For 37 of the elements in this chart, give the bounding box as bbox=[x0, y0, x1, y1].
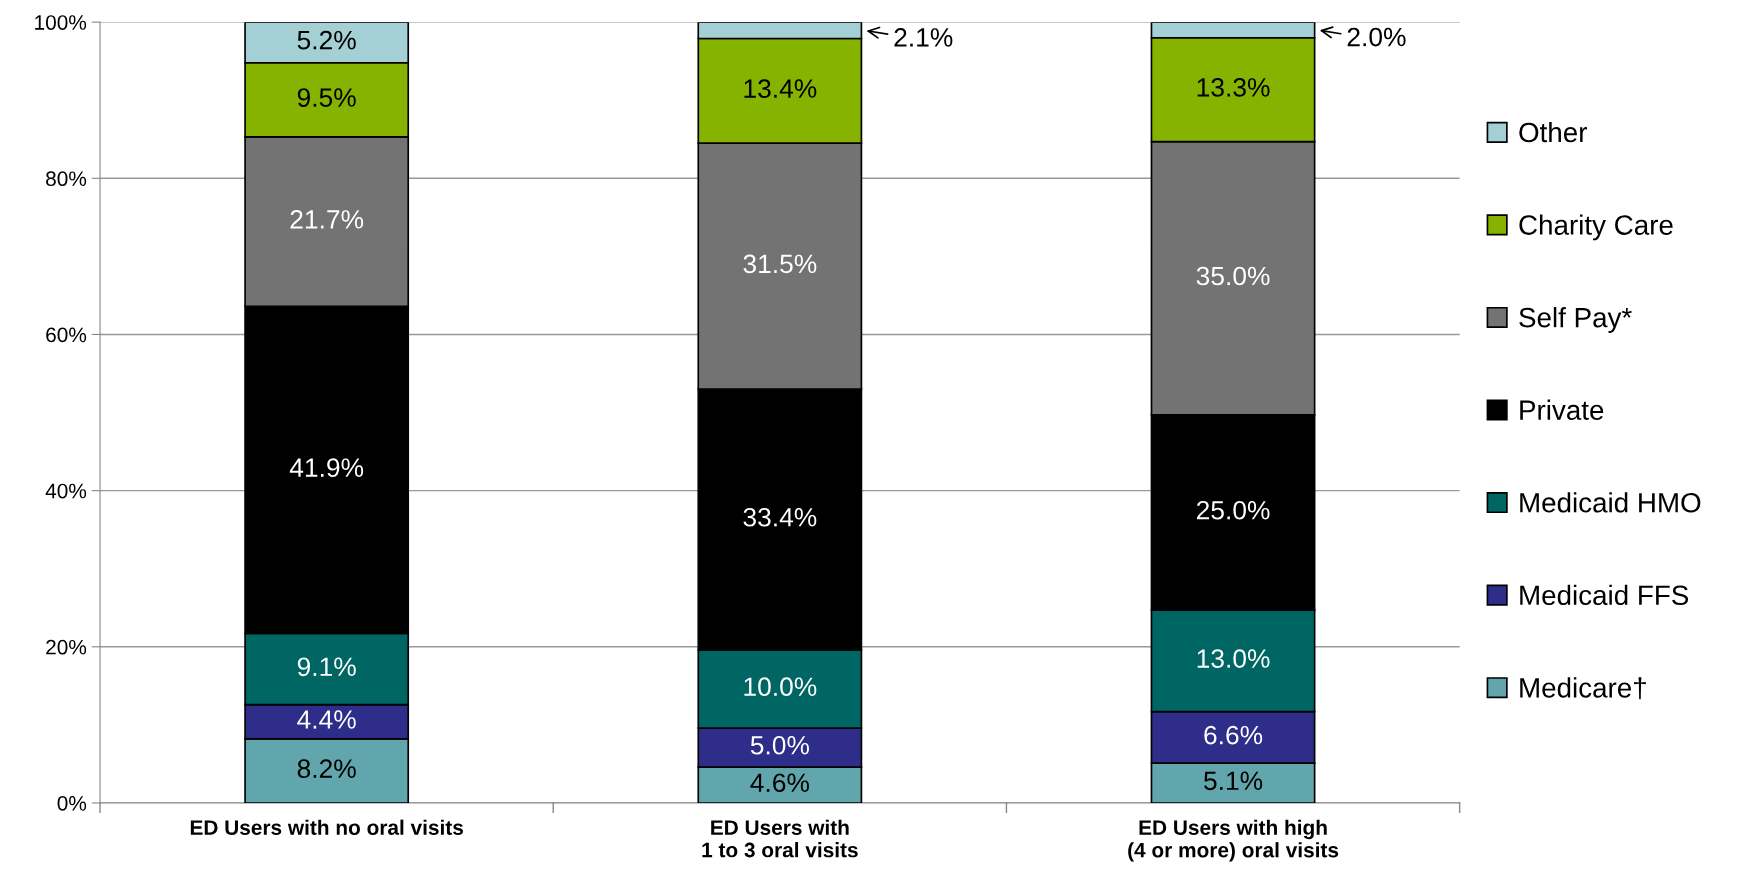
y-tick-label: 100% bbox=[35, 15, 87, 30]
data-label: 9.5% bbox=[297, 88, 356, 107]
legend-label: Charity Care bbox=[1519, 214, 1673, 241]
legend-label: Other bbox=[1519, 121, 1587, 143]
data-label: 4.4% bbox=[297, 710, 356, 729]
x-tick-label: ED Users with no oral visits bbox=[190, 819, 463, 835]
x-tick-label: ED Users with high (4 or more) oral visits bbox=[1128, 819, 1339, 862]
data-label: 10.0% bbox=[744, 677, 817, 697]
data-label: 9.1% bbox=[297, 657, 356, 677]
legend-label: Private bbox=[1520, 399, 1604, 420]
data-label: 5.1% bbox=[1204, 771, 1263, 791]
data-label: 13.3% bbox=[1197, 78, 1270, 97]
data-label: 2.0% bbox=[1347, 27, 1406, 47]
y-tick-label: 80% bbox=[46, 171, 87, 187]
y-tick-label: 0% bbox=[57, 795, 87, 811]
y-tick-label: 40% bbox=[45, 483, 87, 499]
data-label: 35.0% bbox=[1196, 266, 1270, 286]
data-label: 41.9% bbox=[289, 458, 364, 478]
data-label: 5.0% bbox=[750, 735, 809, 755]
legend-label: Medicare† bbox=[1520, 677, 1646, 700]
data-label: 6.6% bbox=[1204, 725, 1263, 745]
data-label: 8.2% bbox=[297, 759, 356, 779]
y-tick-label: 60% bbox=[46, 327, 87, 343]
data-label: 2.1% bbox=[894, 28, 953, 47]
data-label: 5.2% bbox=[297, 30, 356, 50]
data-label: 33.4% bbox=[743, 507, 817, 527]
y-tick-label: 20% bbox=[46, 639, 87, 655]
data-label: 13.4% bbox=[744, 79, 817, 98]
legend-label: Medicaid FFS bbox=[1520, 584, 1689, 606]
legend-label: Medicaid HMO bbox=[1520, 492, 1701, 513]
data-label: 4.6% bbox=[750, 773, 809, 793]
data-label: 13.0% bbox=[1197, 649, 1270, 668]
data-label: 25.0% bbox=[1196, 500, 1270, 520]
data-label: 31.5% bbox=[743, 254, 817, 274]
legend-label: Self Pay* bbox=[1519, 307, 1632, 333]
data-label: 21.7% bbox=[290, 210, 364, 229]
x-tick-label: ED Users with 1 to 3 oral visits bbox=[702, 819, 858, 858]
